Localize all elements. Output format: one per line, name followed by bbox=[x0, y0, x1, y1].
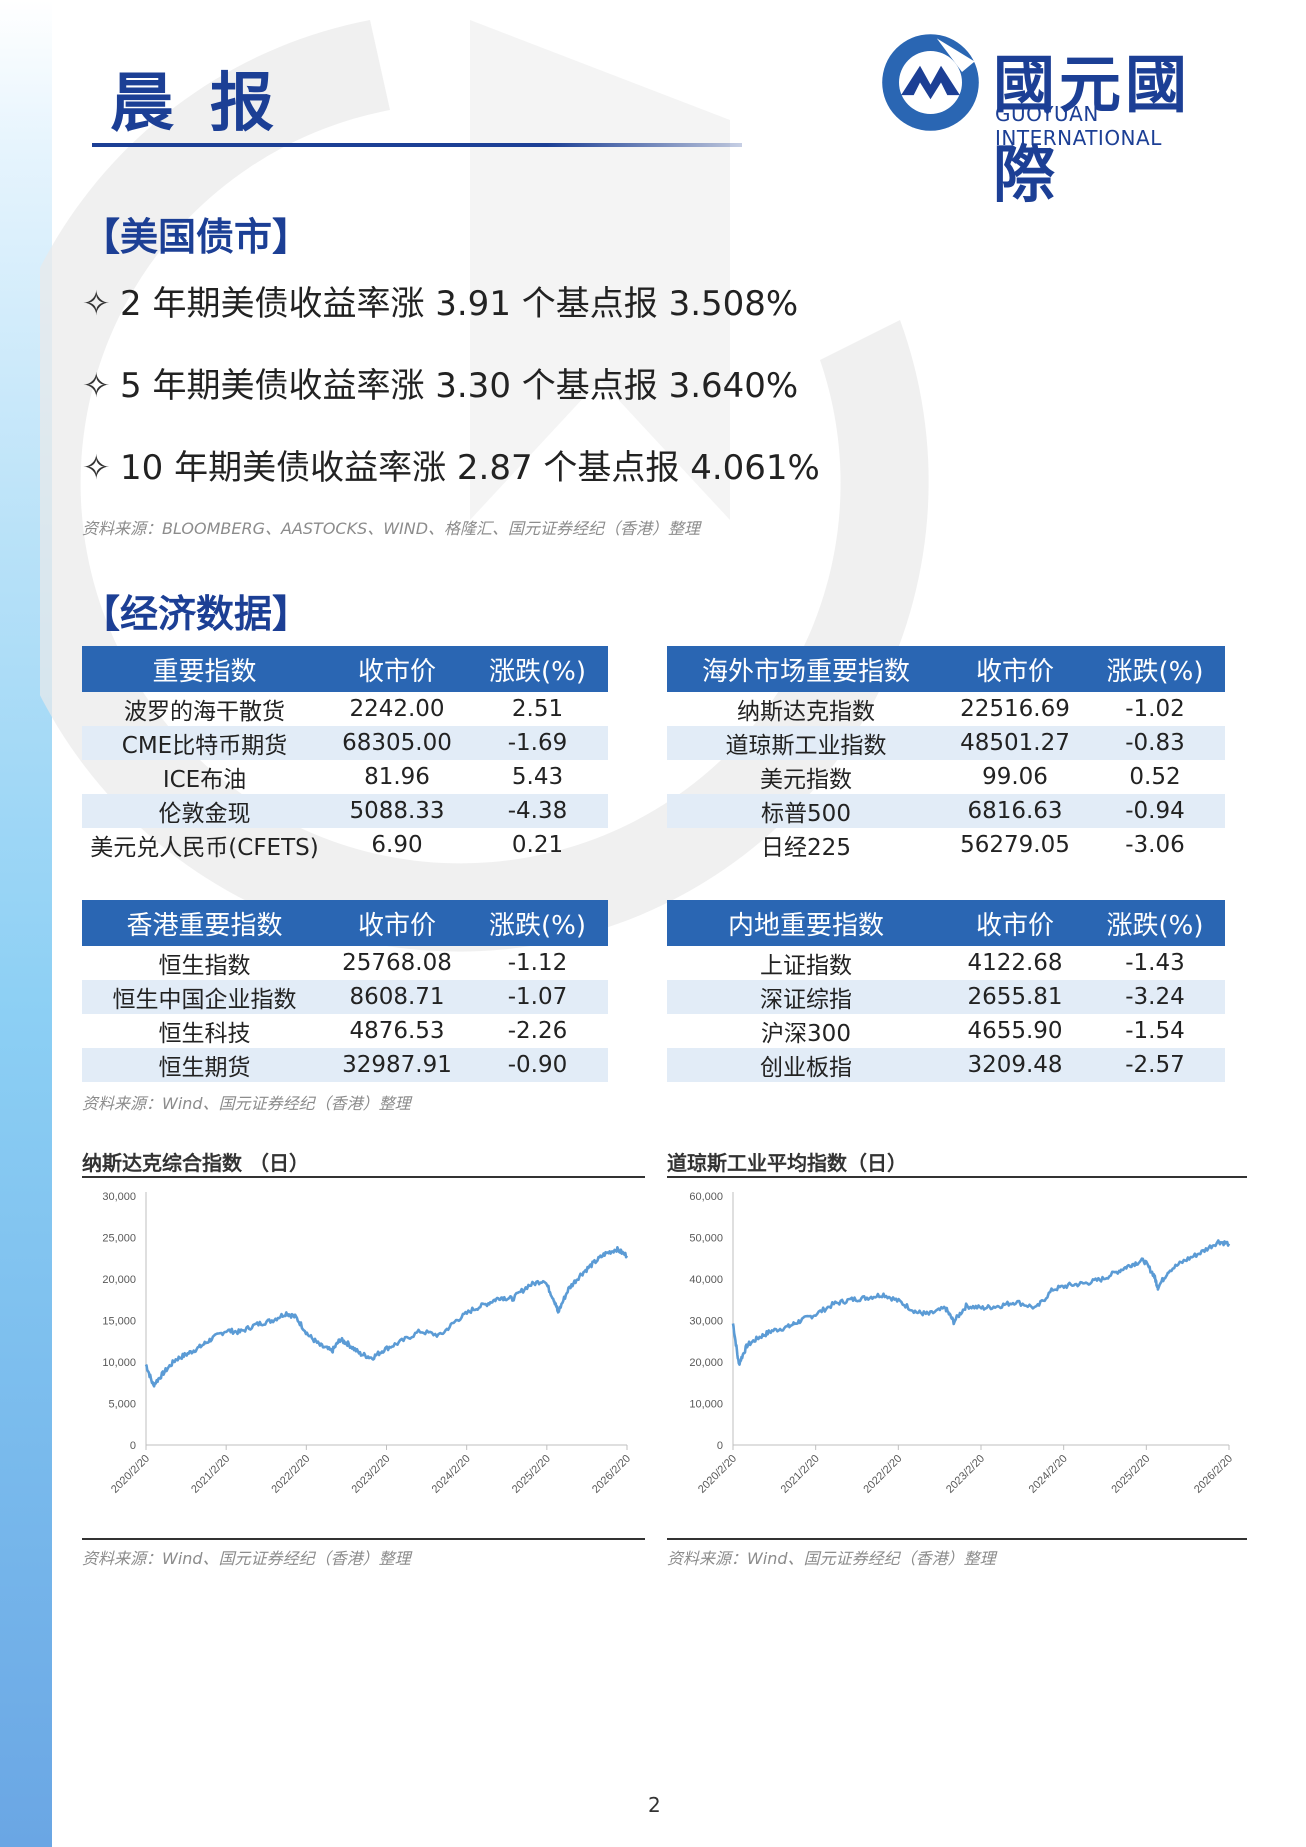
chart-bottom-rule bbox=[667, 1538, 1247, 1540]
table-header: 海外市场重要指数 bbox=[667, 646, 945, 692]
table-row: 沪深300 4655.90 -1.54 bbox=[761, 1018, 1185, 1047]
x-tick-label: 2026/2/20 bbox=[590, 1453, 633, 1496]
table-row: 恒生期货 32987.91 -0.90 bbox=[82, 1048, 608, 1082]
bond-item: ✧ 10 年期美债收益率涨 2.87 个基点报 4.061% bbox=[82, 448, 820, 488]
y-tick-label: 50,000 bbox=[689, 1233, 723, 1245]
y-tick-label: 30,000 bbox=[102, 1191, 136, 1203]
bond-item: ✧ 5 年期美债收益率涨 3.30 个基点报 3.640% bbox=[82, 366, 799, 406]
econ-source-note: 资料来源：Wind、国元证券经纪（香港）整理 bbox=[82, 1094, 411, 1113]
bond-source-note: 资料来源：BLOOMBERG、AASTOCKS、WIND、格隆汇、国元证券经纪（… bbox=[82, 519, 701, 538]
overseas-index-table: 海外市场重要指数 收市价 涨跌(%) 纳斯达克指数 22516.69 -1.02 道… bbox=[667, 646, 1225, 862]
logo-english-text: GUOYUAN INTERNATIONAL bbox=[995, 102, 1162, 150]
page-title: 晨报 bbox=[110, 66, 310, 141]
y-tick-label: 5,000 bbox=[108, 1399, 136, 1411]
chart-top-rule bbox=[667, 1176, 1247, 1178]
table-header: 收市价 bbox=[945, 646, 1085, 692]
y-tick-label: 10,000 bbox=[689, 1399, 723, 1411]
x-tick-label: 2024/2/20 bbox=[430, 1453, 473, 1496]
series-line bbox=[144, 1246, 629, 1388]
y-tick-label: 0 bbox=[130, 1440, 136, 1452]
sparkle-bullet-icon: ✧ bbox=[82, 448, 111, 488]
chart-source-note: 资料来源：Wind、国元证券经纪（香港）整理 bbox=[82, 1549, 411, 1568]
key-index-table: 重要指数 收市价 涨跌(%) 波罗的海干散货 2242.00 2.51 CME比特币… bbox=[82, 646, 608, 862]
x-tick-label: 2020/2/20 bbox=[696, 1453, 739, 1496]
y-tick-label: 60,000 bbox=[689, 1191, 723, 1203]
table-header: 收市价 bbox=[945, 900, 1085, 946]
econ-section-heading: 【经济数据】 bbox=[82, 592, 311, 636]
page-number: 2 bbox=[648, 1793, 661, 1817]
y-tick-label: 0 bbox=[717, 1440, 723, 1452]
table-row: CME比特币期货 68305.00 -1.69 bbox=[82, 726, 608, 760]
nasdaq-line-chart: 0 5,000 10,000 15,000 20,000 25,000 30,000 2020… bbox=[102, 1191, 633, 1496]
x-tick-label: 2023/2/20 bbox=[350, 1453, 393, 1496]
chart-bottom-rule bbox=[82, 1538, 645, 1540]
x-tick-label: 2021/2/20 bbox=[779, 1453, 822, 1496]
table-header: 涨跌(%) bbox=[1085, 900, 1225, 946]
table-row: 日经225 56279.05 -3.06 bbox=[761, 832, 1185, 861]
sparkle-bullet-icon: ✧ bbox=[82, 284, 111, 324]
table-header: 涨跌(%) bbox=[467, 646, 608, 692]
y-tick-label: 30,000 bbox=[689, 1316, 723, 1328]
bond-item: ✧ 2 年期美债收益率涨 3.91 个基点报 3.508% bbox=[82, 284, 799, 324]
table-row: 上证指数 4122.68 -1.43 bbox=[760, 950, 1185, 979]
nasdaq-chart-title: 纳斯达克综合指数 （日） bbox=[82, 1151, 309, 1175]
table-row: 深证综指 2655.81 -3.24 bbox=[667, 980, 1225, 1014]
table-row: 伦敦金现 5088.33 -4.38 bbox=[82, 794, 608, 828]
table-header: 涨跌(%) bbox=[467, 900, 608, 946]
x-tick-label: 2021/2/20 bbox=[189, 1453, 232, 1496]
chart-top-rule bbox=[82, 1176, 645, 1178]
table-row: ICE布油 81.96 5.43 bbox=[162, 764, 564, 793]
y-tick-label: 25,000 bbox=[102, 1233, 136, 1245]
table-row: 恒生指数 25768.08 -1.12 bbox=[158, 950, 568, 979]
x-tick-label: 2020/2/20 bbox=[109, 1453, 152, 1496]
chart-source-note: 资料来源：Wind、国元证券经纪（香港）整理 bbox=[667, 1549, 996, 1568]
table-row: 波罗的海干散货 2242.00 2.51 bbox=[124, 696, 564, 725]
y-tick-label: 20,000 bbox=[102, 1274, 136, 1286]
y-tick-label: 15,000 bbox=[102, 1316, 136, 1328]
hk-index-table: 香港重要指数 收市价 涨跌(%) 恒生指数 25768.08 -1.12 恒生中国企… bbox=[82, 900, 608, 1082]
x-tick-label: 2026/2/20 bbox=[1192, 1453, 1235, 1496]
table-header: 内地重要指数 bbox=[667, 900, 945, 946]
table-header: 涨跌(%) bbox=[1085, 646, 1225, 692]
y-tick-label: 40,000 bbox=[689, 1274, 723, 1286]
sparkle-bullet-icon: ✧ bbox=[82, 366, 111, 406]
mainland-index-table: 内地重要指数 收市价 涨跌(%) 上证指数 4122.68 -1.43 深证综指 26… bbox=[667, 900, 1225, 1082]
y-tick-label: 20,000 bbox=[689, 1357, 723, 1369]
x-tick-label: 2023/2/20 bbox=[944, 1453, 987, 1496]
series-line bbox=[731, 1239, 1231, 1366]
x-tick-label: 2024/2/20 bbox=[1027, 1453, 1070, 1496]
side-gradient-bar bbox=[0, 0, 52, 1847]
table-row: 道琼斯工业指数 48501.27 -0.83 bbox=[667, 726, 1225, 760]
dow-chart-title: 道琼斯工业平均指数（日） bbox=[667, 1151, 907, 1175]
bond-section-heading: 【美国债市】 bbox=[82, 215, 311, 259]
table-row: 标普500 6816.63 -0.94 bbox=[667, 794, 1225, 828]
table-header: 收市价 bbox=[327, 646, 467, 692]
x-tick-label: 2025/2/20 bbox=[510, 1453, 553, 1496]
dow-line-chart: 0 10,000 20,000 30,000 40,000 50,000 60,000 202… bbox=[689, 1191, 1235, 1496]
x-tick-label: 2025/2/20 bbox=[1109, 1453, 1152, 1496]
table-header: 收市价 bbox=[327, 900, 467, 946]
table-header: 重要指数 bbox=[82, 646, 327, 692]
table-row: 恒生中国企业指数 8608.71 -1.07 bbox=[82, 980, 608, 1014]
table-row: 纳斯达克指数 22516.69 -1.02 bbox=[737, 696, 1185, 725]
table-row: 恒生科技 4876.53 -2.26 bbox=[158, 1018, 568, 1047]
logo-chinese-text: 國元國際 bbox=[993, 48, 1192, 211]
x-tick-label: 2022/2/20 bbox=[861, 1453, 904, 1496]
table-row: 创业板指 3209.48 -2.57 bbox=[667, 1048, 1225, 1082]
title-underline bbox=[92, 143, 742, 147]
table-row: 美元指数 99.06 0.52 bbox=[760, 764, 1181, 793]
table-row: 美元兑人民币(CFETS) 6.90 0.21 bbox=[90, 832, 564, 861]
y-tick-label: 10,000 bbox=[102, 1357, 136, 1369]
x-tick-label: 2022/2/20 bbox=[269, 1453, 312, 1496]
logo-mark-icon bbox=[882, 34, 979, 131]
company-logo: 國元國際 GUOYUAN INTERNATIONAL bbox=[878, 30, 1248, 211]
table-header: 香港重要指数 bbox=[82, 900, 327, 946]
